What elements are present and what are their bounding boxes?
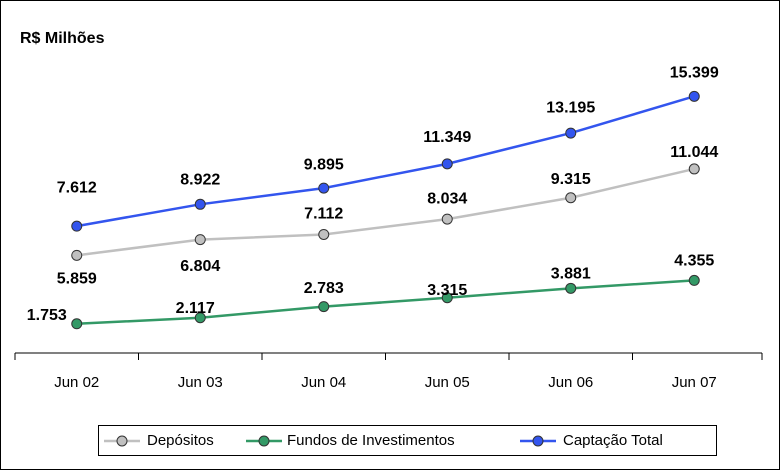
data-label: 4.355	[674, 253, 714, 270]
data-label: 9.895	[304, 156, 344, 173]
series-line	[76, 167, 695, 257]
legend	[98, 425, 717, 456]
data-point	[194, 312, 206, 324]
data-point	[441, 158, 453, 170]
data-label: 3.315	[427, 282, 467, 299]
data-point	[688, 163, 700, 175]
chart-title: R$ Milhões	[20, 30, 105, 47]
legend-marker	[116, 435, 128, 447]
data-label: 9.315	[551, 171, 591, 188]
data-label: 2.783	[304, 280, 344, 297]
x-tick-label: Jun 04	[301, 374, 346, 391]
data-point	[318, 301, 330, 313]
legend-marker	[258, 435, 270, 447]
data-label: 1.753	[27, 307, 67, 324]
data-label: 2.117	[176, 300, 215, 317]
legend-label: Depósitos	[147, 432, 214, 449]
data-point	[441, 213, 453, 225]
data-label: 3.881	[551, 266, 591, 283]
data-label: 5.859	[57, 271, 97, 288]
data-label: 13.195	[546, 99, 595, 116]
x-tick-label: Jun 03	[178, 374, 223, 391]
x-tick-label: Jun 05	[425, 374, 470, 391]
legend-label: Captação Total	[563, 432, 663, 449]
data-point	[565, 127, 577, 139]
series-line	[76, 279, 695, 326]
legend-label: Fundos de Investimentos	[287, 432, 455, 449]
legend-marker	[532, 435, 544, 447]
x-tick-label: Jun 02	[54, 374, 99, 391]
data-label: 6.804	[180, 258, 220, 275]
data-point	[565, 282, 577, 294]
x-tick-label: Jun 07	[672, 374, 717, 391]
data-label: 7.612	[57, 179, 97, 196]
data-label: 8.034	[427, 190, 467, 207]
data-point	[318, 182, 330, 194]
data-label: 8.922	[180, 172, 220, 189]
data-label: 15.399	[670, 65, 719, 82]
data-point	[194, 198, 206, 210]
data-point	[565, 192, 577, 204]
data-label: 11.044	[670, 144, 718, 161]
data-point	[318, 228, 330, 240]
data-point	[71, 220, 83, 232]
data-point	[688, 274, 700, 286]
data-point	[194, 234, 206, 246]
series-line	[76, 95, 695, 228]
data-label: 11.349	[423, 129, 471, 146]
x-tick-label: Jun 06	[548, 374, 593, 391]
data-label: 7.112	[304, 206, 343, 223]
data-point	[688, 90, 700, 102]
data-point	[441, 292, 453, 304]
data-point	[71, 249, 83, 261]
data-point	[71, 318, 83, 330]
